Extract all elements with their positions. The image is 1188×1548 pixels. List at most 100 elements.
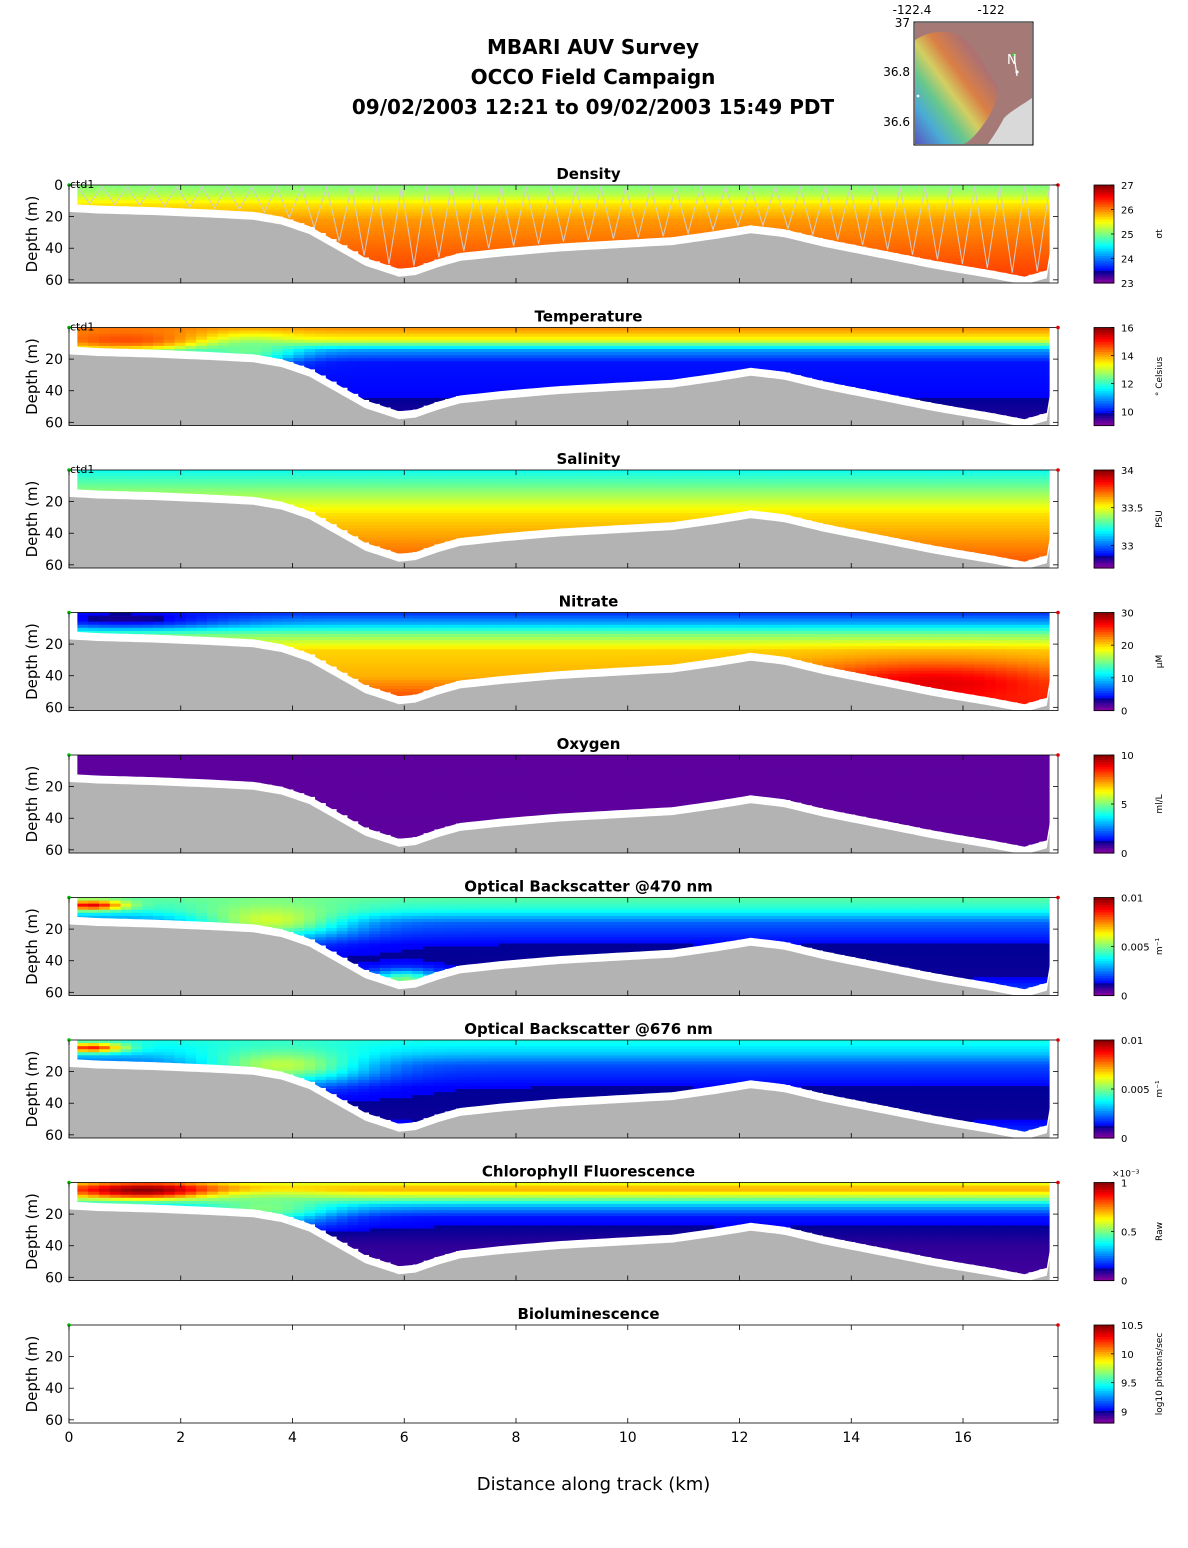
data-cell	[196, 188, 208, 192]
data-cell	[898, 218, 910, 223]
data-cell	[109, 185, 122, 189]
data-cell	[768, 209, 781, 214]
data-cell	[531, 203, 543, 208]
data-cell	[304, 224, 316, 227]
data-cell	[703, 227, 716, 232]
data-cell	[401, 230, 413, 235]
data-cell	[531, 240, 543, 244]
data-cell	[509, 194, 521, 198]
data-cell	[909, 188, 921, 192]
data-cell	[174, 206, 187, 209]
data-cell	[703, 206, 716, 211]
data-cell	[369, 212, 381, 217]
data-cell	[606, 209, 619, 214]
data-cell	[401, 212, 413, 217]
data-cell	[369, 252, 381, 257]
data-cell	[833, 240, 845, 243]
data-cell	[369, 209, 381, 214]
data-cell	[487, 237, 500, 241]
data-cell	[498, 237, 511, 241]
data-cell	[855, 212, 867, 217]
data-cell	[379, 249, 392, 253]
data-cell	[876, 237, 889, 241]
data-cell	[412, 221, 424, 226]
data-cell	[865, 212, 878, 217]
data-cell	[801, 197, 813, 201]
data-cell	[185, 194, 197, 198]
data-cell	[811, 191, 824, 195]
data-cell	[88, 188, 100, 192]
data-cell	[217, 188, 230, 192]
data-cell	[649, 209, 662, 214]
data-cell	[88, 185, 100, 189]
data-cell	[801, 206, 813, 211]
data-cell	[466, 197, 478, 201]
data-cell	[261, 203, 273, 208]
data-cell	[477, 221, 489, 226]
data-cell	[801, 234, 813, 236]
data-cell	[822, 221, 835, 226]
data-cell	[520, 197, 532, 201]
data-cell	[293, 221, 305, 224]
data-cell	[574, 212, 586, 217]
data-cell	[639, 185, 651, 189]
data-cell	[77, 197, 89, 201]
data-cell	[811, 221, 824, 226]
data-cell	[423, 255, 435, 260]
data-cell	[779, 197, 791, 201]
data-cell	[498, 227, 511, 232]
data-cell	[779, 215, 791, 220]
data-cell	[423, 252, 435, 257]
colorbar-tick-label: 12	[1121, 380, 1134, 391]
data-cell	[358, 191, 370, 195]
data-cell	[660, 212, 673, 217]
data-cell	[703, 224, 716, 229]
data-cell	[433, 246, 446, 250]
data-cell	[369, 203, 381, 208]
data-cell	[909, 221, 921, 226]
data-cell	[725, 197, 737, 201]
data-cell	[844, 212, 856, 217]
data-cell	[498, 221, 511, 226]
data-cell	[498, 212, 511, 217]
data-cell	[433, 185, 446, 189]
data-cell	[595, 218, 608, 223]
data-cell	[477, 206, 489, 211]
data-cell	[412, 209, 424, 214]
data-cell	[552, 227, 565, 232]
data-cell	[822, 212, 835, 217]
data-cell	[552, 194, 565, 198]
data-cell	[477, 200, 489, 204]
data-cell	[876, 203, 889, 208]
data-cell	[909, 212, 921, 217]
data-cell	[606, 212, 619, 217]
data-cell	[768, 206, 781, 211]
data-cell	[412, 246, 424, 250]
colorbar-tick-label: 24	[1121, 255, 1134, 266]
data-cell	[390, 188, 403, 192]
data-cell	[639, 191, 651, 195]
data-cell	[433, 237, 446, 241]
data-cell	[358, 249, 370, 253]
data-cell	[423, 246, 435, 250]
data-cell	[423, 215, 435, 220]
colorbar-tick-label: 26	[1121, 206, 1134, 217]
data-cell	[509, 221, 521, 226]
data-cell	[747, 218, 759, 223]
data-cell	[639, 212, 651, 217]
data-cell	[671, 197, 683, 201]
data-cell	[250, 194, 262, 198]
data-cell	[865, 209, 878, 214]
data-cell	[844, 240, 856, 244]
data-cell	[606, 215, 619, 220]
data-cell	[401, 185, 413, 189]
data-cell	[844, 203, 856, 208]
data-cell	[369, 230, 381, 235]
data-cell	[390, 221, 403, 226]
data-cell	[174, 197, 187, 201]
colorbar-tick-label: 16	[1121, 324, 1134, 335]
data-cell	[423, 221, 435, 226]
data-cell	[369, 227, 381, 232]
data-cell	[531, 194, 543, 198]
data-cell	[703, 218, 716, 223]
